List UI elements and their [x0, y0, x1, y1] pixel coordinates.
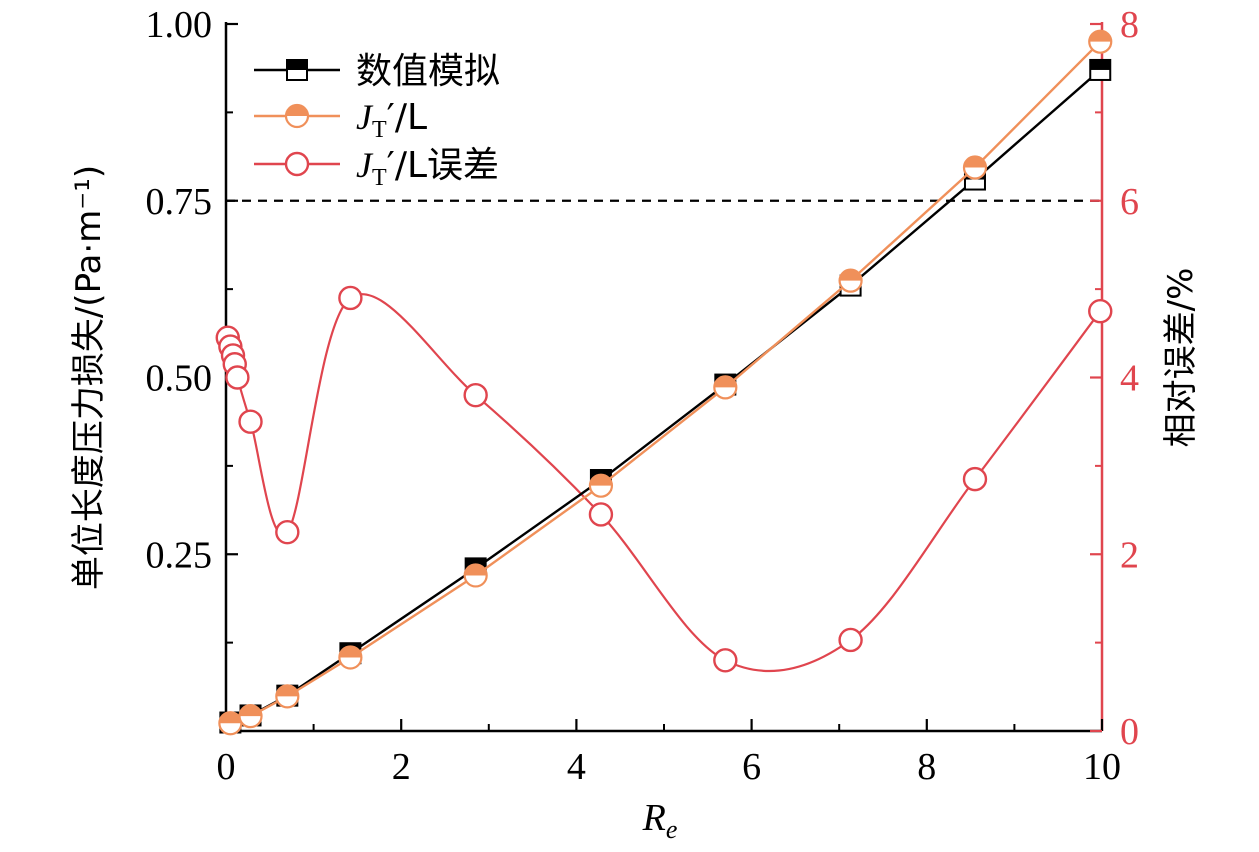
- series-line-1: [229, 40, 1102, 725]
- legend-marker-sim: [286, 59, 308, 81]
- data-point-formula: [338, 645, 363, 670]
- data-point-error: [1088, 299, 1113, 324]
- x-tick-label: 10: [1083, 746, 1121, 788]
- legend-label-sub: T: [372, 165, 387, 191]
- data-point-formula-fill: [1089, 30, 1112, 42]
- legend-label-main: J: [356, 97, 374, 137]
- data-point-formula-fill: [839, 269, 862, 281]
- data-point-formula-fill: [339, 646, 362, 658]
- y-left-tick-label: 0.50: [146, 358, 213, 400]
- y-right-axis-title: 相对误差/%: [1161, 268, 1201, 448]
- y-right-tick-label: 0: [1120, 711, 1139, 753]
- x-tick-label: 6: [742, 746, 761, 788]
- y-left-tick-label: 1.00: [146, 4, 213, 46]
- data-point-formula-fill: [963, 156, 986, 168]
- data-point-formula: [588, 473, 614, 498]
- legend-label-main: J: [356, 145, 374, 185]
- data-point-formula-fill: [589, 474, 612, 486]
- data-point-formula-fill: [239, 705, 262, 717]
- data-point-error: [463, 382, 488, 408]
- axes: 0 2 4 6 8 10 1.00 0.75 0.50 0.25 0 2 4 6 8: [146, 4, 1140, 788]
- data-point-formula: [275, 684, 300, 709]
- data-point-sim-fill: [1090, 59, 1111, 70]
- x-axis-title-main: R: [642, 797, 666, 839]
- legend-label-rest: ′/L: [387, 97, 427, 138]
- legend-label-formula: JT′/L: [356, 97, 427, 143]
- legend-label-sim: 数值模拟: [356, 51, 500, 92]
- y-right-tick-label: 8: [1120, 4, 1139, 46]
- y-right-tick-label: 2: [1120, 534, 1139, 576]
- legend-marker-error: [284, 151, 310, 177]
- x-tick-label: 0: [217, 746, 236, 788]
- data-point-formula: [463, 563, 488, 588]
- data-point-error: [275, 519, 300, 545]
- data-point-error: [838, 627, 863, 653]
- y-left-tick-label: 0.75: [146, 181, 213, 223]
- x-axis-title: Re: [642, 797, 678, 844]
- data-point-formula: [713, 375, 738, 400]
- data-point-error: [238, 409, 263, 434]
- series-2: [215, 285, 1113, 673]
- data-point-error: [338, 285, 363, 311]
- y-left-tick-label: 0.25: [146, 534, 213, 576]
- data-point-formula-fill: [714, 376, 737, 388]
- x-axis-title-sub: e: [666, 815, 678, 844]
- series-1: [218, 29, 1113, 736]
- legend-label-sub: T: [372, 117, 387, 143]
- data-point-formula: [218, 711, 243, 736]
- data-point-error: [588, 502, 614, 527]
- data-point-formula: [238, 704, 263, 729]
- data-point-sim: [1089, 58, 1112, 81]
- legend-marker-formula-fill: [286, 105, 308, 116]
- data-point-formula: [962, 155, 988, 180]
- x-tick-label: 4: [567, 746, 586, 788]
- data-point-error: [225, 365, 250, 390]
- data-point-formula-fill: [464, 564, 487, 576]
- legend-label-error: JT′/L误差: [356, 145, 499, 191]
- axis-titles: Re 单位长度压力损失/(Pa·m⁻¹) 相对误差/%: [69, 165, 1201, 844]
- data-point-error: [962, 466, 988, 492]
- data-point-formula: [838, 268, 863, 293]
- data-point-formula: [1088, 29, 1113, 54]
- data-point-formula-fill: [219, 712, 242, 724]
- legend-marker-formula: [284, 103, 310, 129]
- series-layer: [215, 29, 1113, 736]
- data-point-formula-fill: [276, 685, 299, 697]
- y-left-axis-title: 单位长度压力损失/(Pa·m⁻¹): [69, 165, 109, 590]
- y-right-tick-label: 4: [1120, 358, 1139, 400]
- y-right-tick-label: 6: [1120, 181, 1139, 223]
- x-tick-label: 8: [917, 746, 936, 788]
- data-point-error: [713, 648, 738, 673]
- legend-label-rest: ′/L误差: [387, 145, 499, 186]
- legend-marker-sim-fill: [287, 60, 307, 70]
- x-tick-label: 2: [392, 746, 411, 788]
